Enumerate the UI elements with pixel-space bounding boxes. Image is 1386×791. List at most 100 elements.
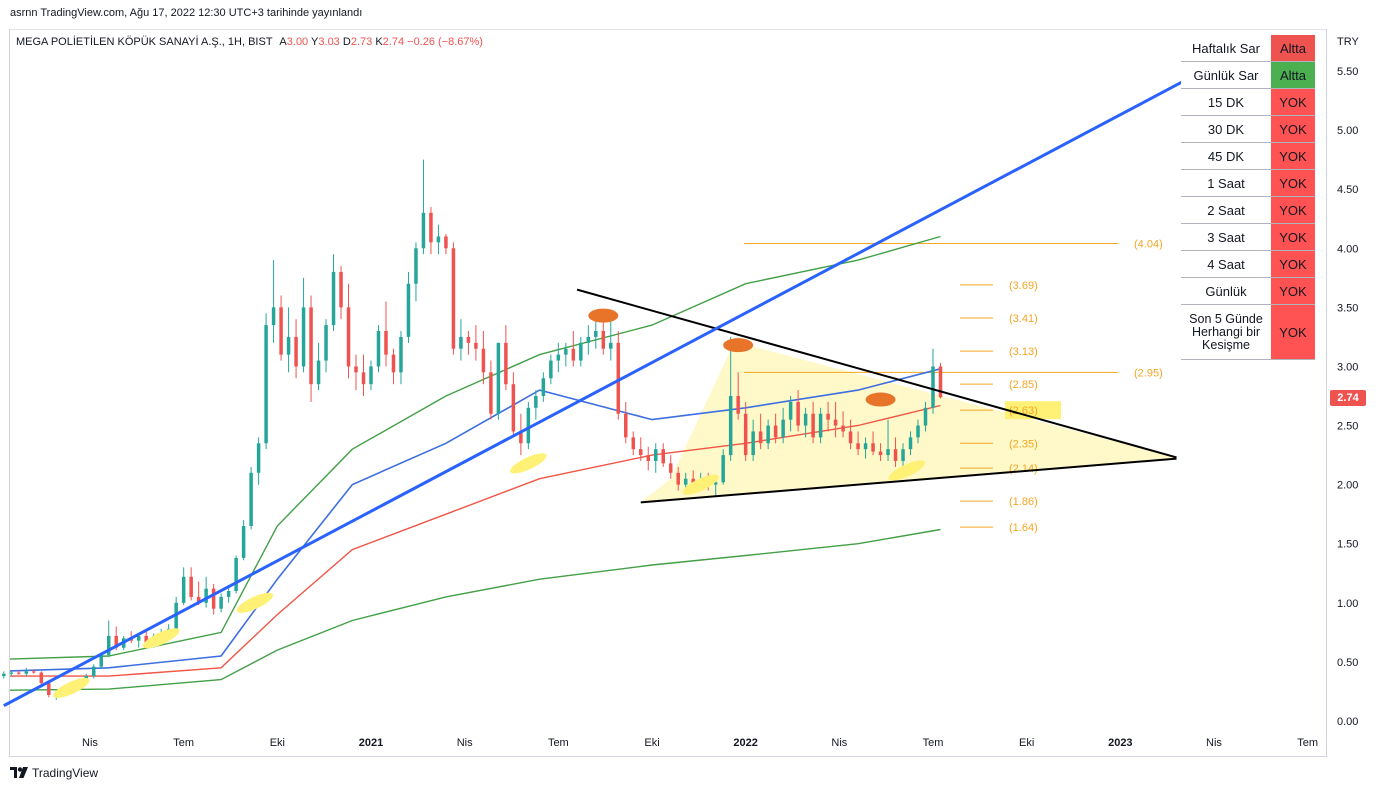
candle-body [181,576,186,603]
candle-body [788,401,793,420]
candle-body [196,596,201,603]
status-row-name: 2 Saat [1181,196,1271,224]
pivot-marker-orange [588,308,619,323]
candle-body [856,443,860,450]
candle-body [466,336,471,343]
support-marker-yellow [510,453,547,474]
candle-body [211,588,216,609]
candle-body [496,342,501,414]
candle-body [406,283,411,337]
status-row-name: 1 Saat [1181,169,1271,197]
status-row: 15 DK YOK [1181,88,1315,116]
candle-body [376,331,381,367]
candle-body [489,372,493,414]
candle-body [631,437,636,450]
status-row-name: 4 Saat [1181,250,1271,278]
symbol-legend: MEGA POLİETİLEN KÖPÜK SANAYİ A.Ş., 1H, B… [16,36,483,48]
legend-high: 3.03 [318,36,340,48]
x-tick-label: 2023 [1108,737,1132,749]
candle-body [264,325,268,444]
candle-body [309,307,313,385]
candle-body [691,478,695,485]
candle-body [226,591,231,597]
status-row: 1 Saat YOK [1181,169,1315,197]
candle-body [713,482,718,485]
candle-body [481,348,486,373]
candle-body [279,307,283,355]
status-row-value: YOK [1271,304,1315,360]
candle-body [219,596,223,609]
candle-body [234,557,238,591]
candle-body [871,443,875,452]
candle-body [301,307,306,367]
candle-body [601,331,606,349]
legend-open-label: A [279,36,287,48]
candle-body [39,672,44,684]
candle-body [339,271,343,308]
candle-body [436,236,441,243]
candle-body [316,360,321,385]
candle-body [758,431,763,444]
candle-body [916,425,920,438]
status-row-name: Günlük [1181,277,1271,305]
trend-line [3,63,1215,707]
candle-body [818,413,823,438]
status-row-value: YOK [1271,277,1315,305]
x-tick-label: Tem [923,737,944,749]
triangle-fill [640,341,1177,503]
candle-body [504,342,508,385]
y-tick-label: 5.50 [1337,66,1358,78]
candle-body [271,307,276,326]
x-tick-label: Eki [644,737,659,749]
candle-body [384,331,388,355]
candle-body [534,396,538,408]
candle-body [17,672,21,674]
candle-body [414,248,418,284]
pivot-marker-orange [723,338,754,353]
y-tick-label: 3.50 [1337,302,1358,314]
candle-body [9,672,14,674]
x-tick-label: Nis [457,737,473,749]
footer-brand-text: TradingView [32,766,99,780]
candle-body [586,336,591,343]
candle-body [766,425,770,444]
candle-body [474,342,478,349]
candle-body [594,331,598,337]
x-tick-label: Tem [548,737,569,749]
candle-body [24,671,29,674]
candle-body [676,472,680,485]
candle-body [541,378,546,396]
footer-brand[interactable]: TradingView [10,766,98,780]
status-row-value: Altta [1271,35,1315,62]
candle-body [901,449,905,461]
candle-body [863,443,868,450]
support-marker-yellow [142,628,180,649]
last-price-tag: 2.74 [1330,390,1366,406]
candle-body [444,236,448,249]
candle-body [2,673,6,677]
candle-body [549,360,553,379]
candle-body [324,325,328,361]
support-marker-yellow [52,677,90,698]
candle-body [878,451,883,456]
chart-frame [9,29,1327,757]
fib-level-label: (3.13) [1009,346,1038,358]
support-marker-yellow [682,474,720,495]
fib-level-label: (2.14) [1009,463,1038,475]
candle-body [241,526,246,558]
pivot-marker-orange [865,392,896,407]
candle-body [114,635,118,648]
candle-body [668,463,673,473]
moving-average-line [10,528,941,691]
candle-body [833,419,838,426]
status-row: 4 Saat YOK [1181,250,1315,278]
x-tick-label: Nis [1206,737,1222,749]
candle-body [773,425,778,438]
candle-body [459,336,463,349]
x-tick-label: Eki [270,737,285,749]
candle-body [721,455,725,483]
x-tick-label: Nis [82,737,98,749]
legend-close-label: K [375,36,383,48]
fib-level-label: (3.41) [1009,313,1038,325]
